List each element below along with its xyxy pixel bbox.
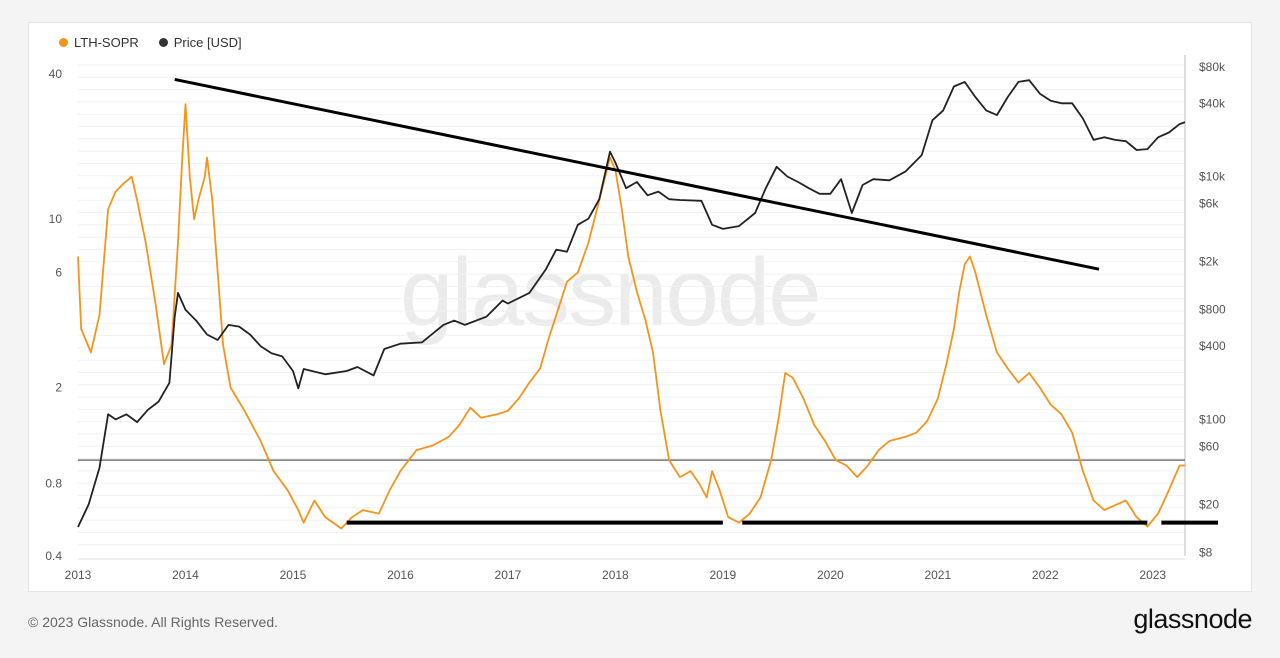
right-axis-tick-label: $8 [1199,546,1213,560]
legend-label: LTH-SOPR [74,35,139,50]
right-axis-tick-label: $400 [1199,339,1226,353]
x-axis-tick-label: 2016 [387,568,414,582]
left-axis-tick-label: 10 [49,212,63,226]
x-axis-tick-label: 2019 [710,568,737,582]
right-axis-tick-label: $2k [1199,254,1219,268]
right-axis-tick-label: $60 [1199,439,1219,453]
legend-item-price[interactable]: Price [USD] [158,35,242,50]
lth-sopr-series-line [77,103,1185,530]
right-axis-tick-label: $6k [1199,196,1219,210]
descending-trendline [174,77,1100,271]
x-axis-tick-label: 2023 [1139,568,1166,582]
left-axis-tick-label: 0.8 [45,476,62,490]
right-axis-tick-label: $80k [1199,60,1226,74]
left-axis-tick-label: 40 [49,67,63,81]
x-axis-tick-label: 2021 [924,568,951,582]
left-axis-tick-label: 2 [55,381,62,395]
x-axis-tick-label: 2018 [602,568,629,582]
legend-dot-icon [59,38,68,47]
brand-logo[interactable]: glassnode [1133,604,1252,634]
legend: LTH-SOPR Price [USD] [59,35,242,50]
x-axis-tick-label: 2014 [172,568,199,582]
right-axis-tick-label: $40k [1199,96,1226,110]
right-axis-tick-label: $10k [1199,169,1226,183]
copyright-text: © 2023 Glassnode. All Rights Reserved. [28,614,279,630]
legend-dot-icon [158,38,168,47]
chart-card: LTH-SOPR Price [USD] [28,22,1252,592]
left-axis-tick-label: 6 [55,266,62,280]
x-axis-tick-label: 2015 [280,568,307,582]
chart-svg: 40 10 6 2 0.8 0.4 $80k $40k $10k $6k $2k $800 $400 $1… [45,55,1226,582]
right-axis-tick-label: $100 [1199,412,1226,426]
x-axis-tick-label: 2017 [495,568,522,582]
x-axis-tick-label: 2020 [817,568,844,582]
price-series-line [77,79,1186,528]
left-axis-tick-label: 0.4 [45,549,62,563]
legend-item-lth-sopr[interactable]: LTH-SOPR [59,35,139,50]
x-axis-tick-label: 2013 [65,568,92,582]
x-axis-tick-label: 2022 [1032,568,1059,582]
legend-label: Price [USD] [173,35,242,50]
right-axis-tick-label: $800 [1199,303,1226,317]
right-axis-tick-label: $20 [1199,497,1219,511]
